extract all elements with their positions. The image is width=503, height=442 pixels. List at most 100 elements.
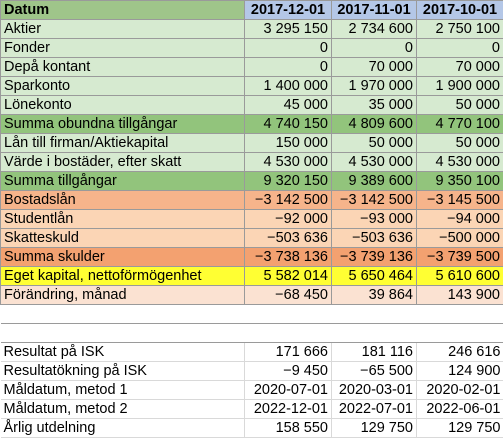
row-label-cell[interactable]: Resultat på ISK	[0, 342, 245, 362]
row-label-cell[interactable]: Fonder	[0, 38, 245, 58]
value-cell[interactable]: 2022-12-01	[244, 399, 332, 419]
value-cell[interactable]: 4 770 100	[416, 114, 503, 134]
header-date-cell[interactable]: 2017-10-01	[416, 0, 503, 20]
header-date-cell[interactable]: 2017-12-01	[244, 0, 332, 20]
value-cell[interactable]: 9 320 150	[244, 171, 332, 191]
value-cell[interactable]: 129 750	[416, 418, 503, 438]
value-cell[interactable]: 50 000	[416, 95, 503, 115]
value-cell[interactable]: 3 295 150	[244, 19, 332, 39]
value-cell[interactable]: 5 582 014	[244, 266, 332, 286]
value-cell[interactable]: −94 000	[416, 209, 503, 229]
value-cell[interactable]: 5 650 464	[331, 266, 417, 286]
row-label-cell[interactable]: Lönekonto	[0, 95, 245, 115]
row-label-cell[interactable]: Årlig utdelning	[0, 418, 245, 438]
empty-cell[interactable]	[0, 323, 245, 343]
value-cell[interactable]: 4 530 000	[416, 152, 503, 172]
row-label-cell[interactable]: Måldatum, metod 1	[0, 380, 245, 400]
empty-cell[interactable]	[416, 323, 503, 343]
value-cell[interactable]: 0	[244, 38, 332, 58]
value-cell[interactable]: 4 740 150	[244, 114, 332, 134]
row-label-cell[interactable]: Skatteskuld	[0, 228, 245, 248]
value-cell[interactable]: 124 900	[416, 361, 503, 381]
value-cell[interactable]: −92 000	[244, 209, 332, 229]
row-label-cell[interactable]: Summa obundna tillgångar	[0, 114, 245, 134]
row-label-cell[interactable]: Bostadslån	[0, 190, 245, 210]
value-cell[interactable]: 2020-02-01	[416, 380, 503, 400]
value-cell[interactable]: 2 750 100	[416, 19, 503, 39]
row-label-cell[interactable]: Lån till firman/Aktiekapital	[0, 133, 245, 153]
value-cell[interactable]: 0	[244, 57, 332, 77]
table-row-skatteskuld: Skatteskuld −503 636 −503 636 −500 000	[0, 228, 503, 248]
value-cell[interactable]: 70 000	[331, 57, 417, 77]
value-cell[interactable]: 2020-07-01	[244, 380, 332, 400]
row-label-cell[interactable]: Förändring, månad	[0, 285, 245, 305]
value-cell[interactable]: 158 550	[244, 418, 332, 438]
header-row: Datum 2017-12-01 2017-11-01 2017-10-01	[0, 0, 503, 20]
value-cell[interactable]: −3 145 500	[416, 190, 503, 210]
row-label-cell[interactable]: Måldatum, metod 2	[0, 399, 245, 419]
table-row-summa-skulder: Summa skulder −3 738 136 −3 739 136 −3 7…	[0, 247, 503, 267]
value-cell[interactable]: 181 116	[331, 342, 417, 362]
value-cell[interactable]: −3 142 500	[331, 190, 417, 210]
empty-cell[interactable]	[244, 323, 332, 343]
value-cell[interactable]: 50 000	[416, 133, 503, 153]
value-cell[interactable]: −68 450	[244, 285, 332, 305]
row-label-cell[interactable]: Depå kontant	[0, 57, 245, 77]
table-row-lan-till-firman: Lån till firman/Aktiekapital 150 000 50 …	[0, 133, 503, 153]
value-cell[interactable]: 150 000	[244, 133, 332, 153]
value-cell[interactable]: 39 864	[331, 285, 417, 305]
value-cell[interactable]: 246 616	[416, 342, 503, 362]
value-cell[interactable]: −65 500	[331, 361, 417, 381]
value-cell[interactable]: −3 739 500	[416, 247, 503, 267]
value-cell[interactable]: 5 610 600	[416, 266, 503, 286]
value-cell[interactable]: 143 900	[416, 285, 503, 305]
value-cell[interactable]: 9 389 600	[331, 171, 417, 191]
value-cell[interactable]: 2020-03-01	[331, 380, 417, 400]
value-cell[interactable]: 0	[331, 38, 417, 58]
value-cell[interactable]: −503 636	[331, 228, 417, 248]
value-cell[interactable]: 50 000	[331, 133, 417, 153]
header-label-cell[interactable]: Datum	[0, 0, 245, 20]
value-cell[interactable]: 1 970 000	[331, 76, 417, 96]
value-cell[interactable]: 4 530 000	[244, 152, 332, 172]
value-cell[interactable]: 2 734 600	[331, 19, 417, 39]
value-cell[interactable]: −500 000	[416, 228, 503, 248]
row-label-cell[interactable]: Eget kapital, nettoförmögenhet	[0, 266, 245, 286]
value-cell[interactable]: −93 000	[331, 209, 417, 229]
value-cell[interactable]: 171 666	[244, 342, 332, 362]
value-cell[interactable]: 35 000	[331, 95, 417, 115]
empty-cell[interactable]	[0, 304, 245, 324]
empty-cell[interactable]	[331, 323, 417, 343]
value-cell[interactable]: −3 738 136	[244, 247, 332, 267]
table-row-summa-obundna: Summa obundna tillgångar 4 740 150 4 809…	[0, 114, 503, 134]
blank-row	[0, 304, 503, 324]
value-cell[interactable]: 4 530 000	[331, 152, 417, 172]
row-label-cell[interactable]: Summa tillgångar	[0, 171, 245, 191]
value-cell[interactable]: −3 739 136	[331, 247, 417, 267]
empty-cell[interactable]	[416, 304, 503, 324]
value-cell[interactable]: 70 000	[416, 57, 503, 77]
value-cell[interactable]: 1 900 000	[416, 76, 503, 96]
row-label-cell[interactable]: Resultatökning på ISK	[0, 361, 245, 381]
value-cell[interactable]: 1 400 000	[244, 76, 332, 96]
row-label-cell[interactable]: Sparkonto	[0, 76, 245, 96]
row-label-cell[interactable]: Aktier	[0, 19, 245, 39]
row-label-cell[interactable]: Värde i bostäder, efter skatt	[0, 152, 245, 172]
value-cell[interactable]: −3 142 500	[244, 190, 332, 210]
value-cell[interactable]: 4 809 600	[331, 114, 417, 134]
value-cell[interactable]: −503 636	[244, 228, 332, 248]
blank-row	[0, 323, 503, 343]
row-label-cell[interactable]: Summa skulder	[0, 247, 245, 267]
value-cell[interactable]: 2022-06-01	[416, 399, 503, 419]
row-label-cell[interactable]: Studentlån	[0, 209, 245, 229]
header-date-cell[interactable]: 2017-11-01	[331, 0, 417, 20]
empty-cell[interactable]	[331, 304, 417, 324]
value-cell[interactable]: 129 750	[331, 418, 417, 438]
value-cell[interactable]: 9 350 100	[416, 171, 503, 191]
value-cell[interactable]: 2022-07-01	[331, 399, 417, 419]
value-cell[interactable]: 0	[416, 38, 503, 58]
value-cell[interactable]: −9 450	[244, 361, 332, 381]
empty-cell[interactable]	[244, 304, 332, 324]
value-cell[interactable]: 45 000	[244, 95, 332, 115]
